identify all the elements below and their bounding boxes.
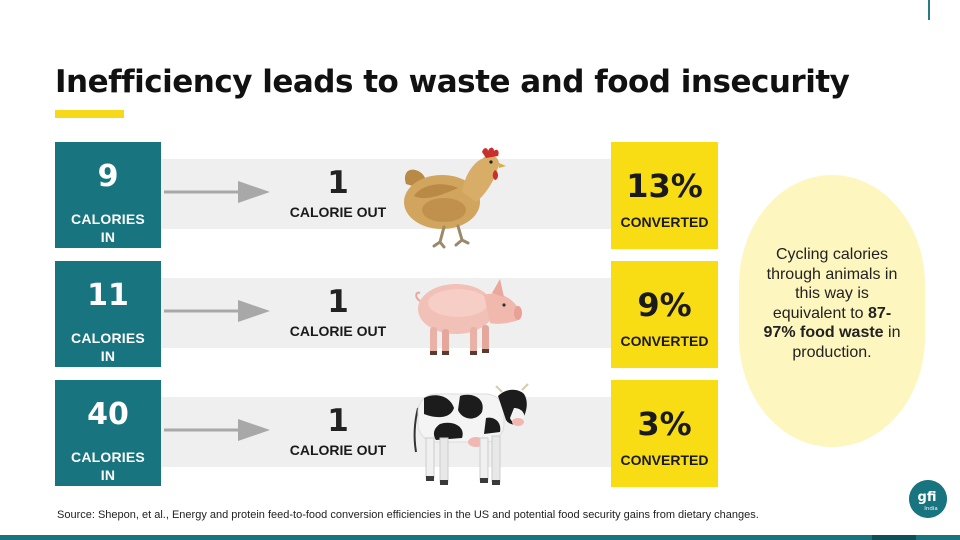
calories-out-label: CALORIE OUT xyxy=(289,323,387,339)
calories-out: 1 CALORIE OUT xyxy=(283,404,393,458)
chicken-icon xyxy=(404,147,506,249)
calories-out: 1 CALORIE OUT xyxy=(283,285,393,339)
calories-out-value: 1 xyxy=(327,403,349,439)
title-underline xyxy=(55,110,124,118)
calories-out-value: 1 xyxy=(327,165,349,201)
footer-bar xyxy=(0,535,960,540)
calories-in-box: 40 CALORIES IN xyxy=(55,380,161,486)
converted-percent: 13% xyxy=(626,167,703,205)
calories-out-value: 1 xyxy=(327,284,349,320)
arrow-right-icon xyxy=(164,419,270,441)
calories-out: 1 CALORIE OUT xyxy=(283,166,393,220)
calories-in-label: CALORIES IN xyxy=(71,211,145,245)
pig-icon xyxy=(415,279,522,355)
calories-in-value: 9 xyxy=(97,159,119,194)
converted-percent: 3% xyxy=(637,405,692,443)
arrow-right-icon xyxy=(164,300,270,322)
cow-icon xyxy=(413,383,529,485)
conversion-row-pig: 11 CALORIES IN 1 CALORIE OUT 9% CONVERTE… xyxy=(0,261,960,371)
calories-in-value: 11 xyxy=(87,278,129,313)
logo-subtext: India xyxy=(924,506,938,512)
converted-label: CONVERTED xyxy=(620,214,709,230)
top-right-accent-line xyxy=(928,0,930,20)
conversion-row-cow: 40 CALORIES IN 1 CALORIE OUT 3 xyxy=(0,380,960,490)
calories-in-label: CALORIES IN xyxy=(71,449,145,483)
calories-in-box: 11 CALORIES IN xyxy=(55,261,161,367)
converted-label: CONVERTED xyxy=(620,452,709,468)
footer-bar-accent xyxy=(872,535,916,540)
callout-text-bold: 87-97% food waste xyxy=(763,304,892,342)
converted-box: 3% CONVERTED xyxy=(611,380,718,487)
calories-in-value: 40 xyxy=(87,397,129,432)
calories-in-box: 9 CALORIES IN xyxy=(55,142,161,248)
gfi-india-logo-icon: gfi India xyxy=(909,480,947,518)
row-band xyxy=(160,159,612,229)
converted-percent: 9% xyxy=(637,286,692,324)
row-band xyxy=(160,397,612,467)
callout-text-before: Cycling calories through animals in this… xyxy=(766,246,898,322)
row-band xyxy=(160,278,612,348)
callout-text-after: in production. xyxy=(792,324,901,361)
converted-box: 13% CONVERTED xyxy=(611,142,718,249)
calories-out-label: CALORIE OUT xyxy=(289,442,387,458)
page-title: Inefficiency leads to waste and food ins… xyxy=(55,64,850,100)
source-citation: Source: Shepon, et al., Energy and prote… xyxy=(57,509,759,521)
calories-out-label: CALORIE OUT xyxy=(289,204,387,220)
logo-text: gfi xyxy=(918,490,937,505)
converted-box: 9% CONVERTED xyxy=(611,261,718,368)
food-waste-callout: Cycling calories through animals in this… xyxy=(739,175,925,447)
converted-label: CONVERTED xyxy=(620,333,709,349)
conversion-row-chicken: 9 CALORIES IN 1 CALORIE OUT 13% CONVERTE… xyxy=(0,142,960,252)
calories-in-label: CALORIES IN xyxy=(71,330,145,364)
arrow-right-icon xyxy=(164,181,270,203)
